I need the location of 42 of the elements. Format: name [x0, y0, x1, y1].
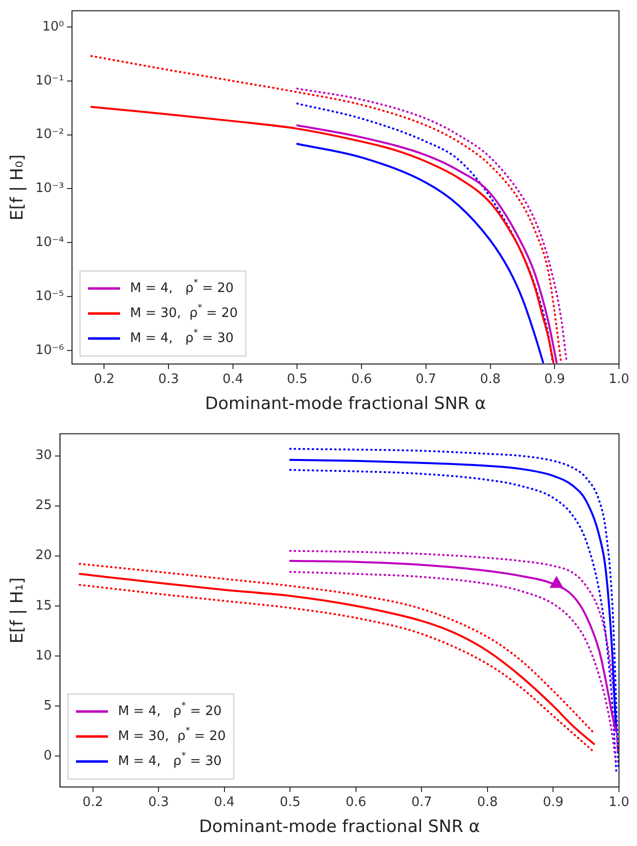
- x-tick-label: 1.0: [608, 795, 630, 810]
- y-tick-label: 10⁻⁵: [35, 288, 64, 304]
- x-tick-label: 0.7: [416, 372, 436, 388]
- x-tick-label: 0.2: [82, 795, 104, 810]
- x-tick-label: 0.5: [286, 372, 308, 388]
- y-tick-label: 0: [44, 748, 52, 764]
- y-tick-label: 10⁰: [42, 19, 64, 34]
- x-tick-label: 0.7: [411, 795, 432, 810]
- x-tick-label: 0.4: [214, 795, 235, 810]
- y-tick-label: 20: [35, 548, 52, 564]
- x-tick-label: 0.9: [542, 795, 564, 810]
- x-tick-label: 0.9: [544, 372, 565, 388]
- x-axis-title: Dominant-mode fractional SNR α: [199, 817, 480, 838]
- y-axis-title: E[f | H₁]: [8, 577, 28, 644]
- y-tick-label: 10⁻⁴: [35, 235, 64, 250]
- y-tick-label: 25: [35, 498, 52, 514]
- x-tick-label: 0.3: [148, 795, 169, 810]
- x-tick-label: 0.8: [477, 795, 498, 810]
- legend-label: M = 4, ρ* = 30: [118, 752, 222, 769]
- y-tick-label: 10⁻¹: [35, 73, 64, 88]
- legend-label: M = 4, ρ* = 30: [130, 328, 234, 346]
- y-tick-label: 15: [35, 598, 52, 614]
- y-tick-label: 10: [35, 648, 52, 664]
- legend-label: M = 4, ρ* = 20: [118, 702, 222, 719]
- y-axis-title: E[f | H₀]: [8, 154, 28, 220]
- y-tick-label: 10⁻³: [35, 181, 64, 196]
- y-tick-label: 10⁻⁶: [35, 342, 64, 358]
- x-tick-label: 0.6: [351, 372, 372, 388]
- legend-label: M = 4, ρ* = 20: [130, 278, 234, 296]
- legend-label: M = 30, ρ* = 20: [118, 726, 226, 744]
- x-tick-label: 0.2: [94, 372, 115, 388]
- x-tick-label: 1.0: [608, 372, 630, 388]
- y-tick-label: 5: [44, 698, 52, 714]
- y-tick-label: 30: [35, 448, 52, 464]
- x-tick-label: 0.3: [158, 372, 179, 388]
- x-tick-label: 0.5: [280, 795, 300, 810]
- x-tick-label: 0.4: [222, 372, 244, 388]
- y-tick-label: 10⁻²: [35, 127, 64, 142]
- legend-label: M = 30, ρ* = 20: [130, 304, 238, 321]
- x-tick-label: 0.6: [346, 795, 366, 810]
- x-tick-label: 0.8: [480, 372, 501, 388]
- x-axis-title: Dominant-mode fractional SNR α: [205, 394, 486, 414]
